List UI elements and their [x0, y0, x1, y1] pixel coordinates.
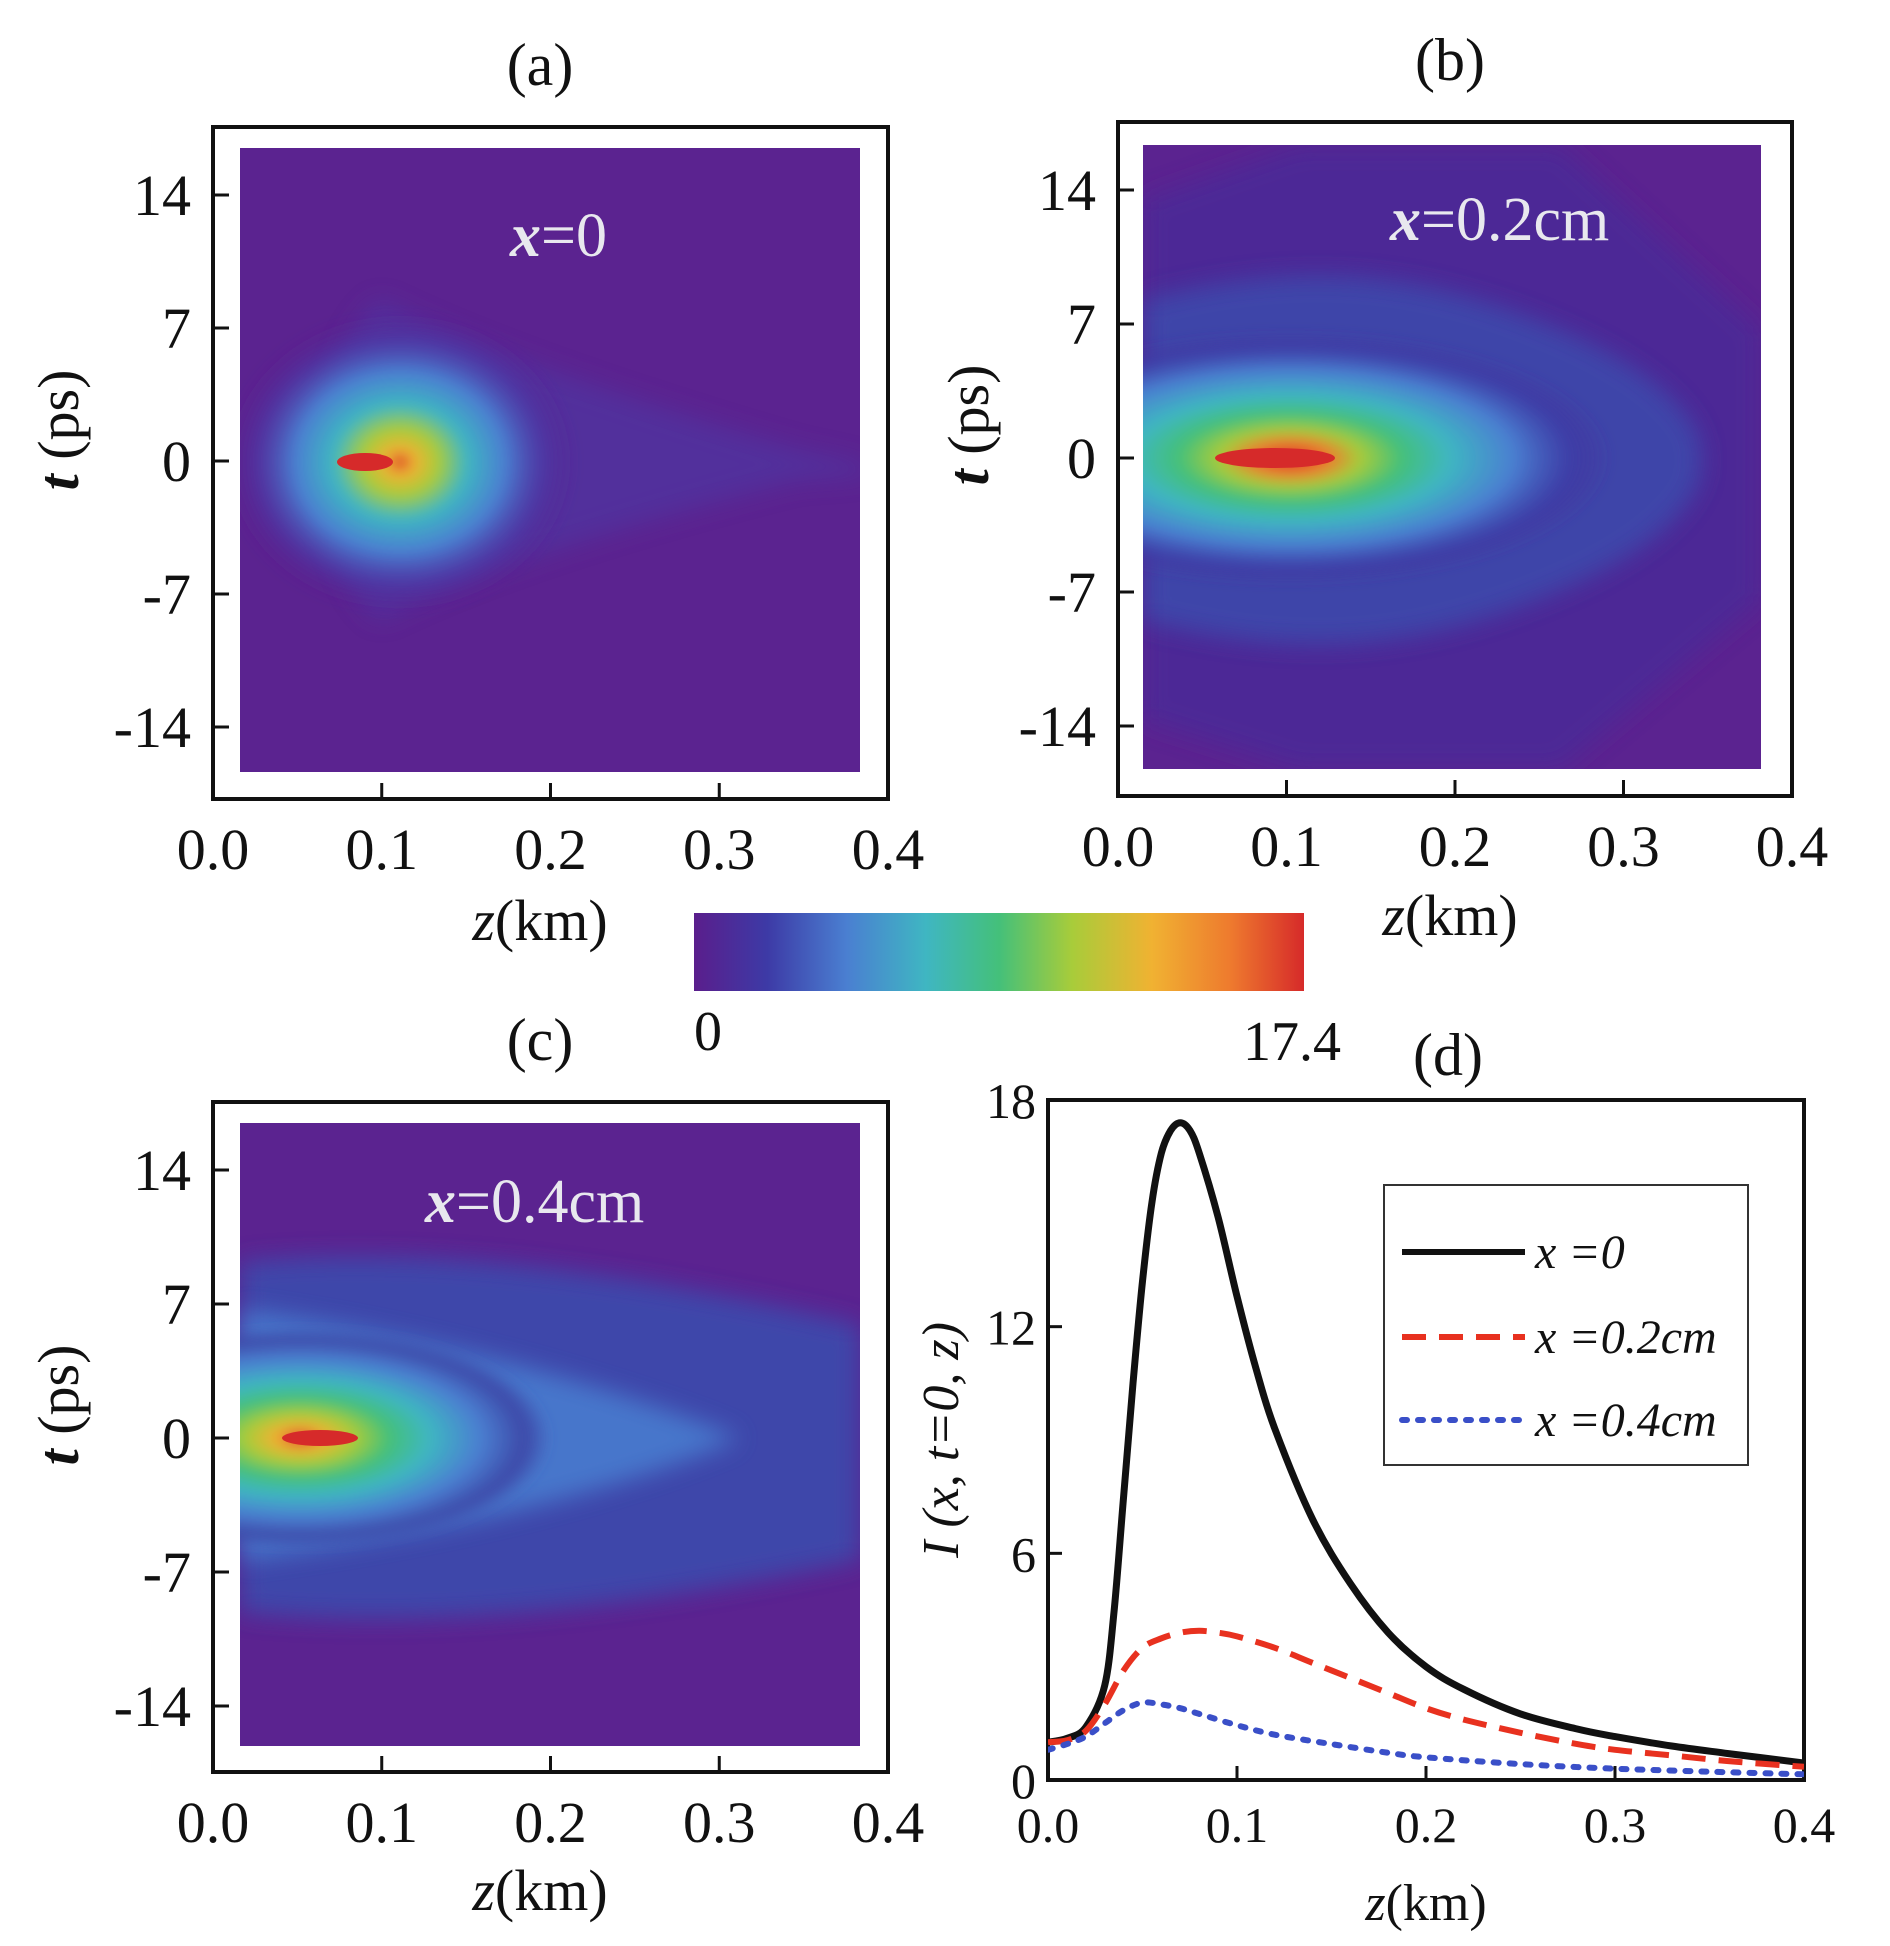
panel-c-annotation: x=0.4cm [424, 1168, 644, 1236]
panel-b-annotation: x=0.2cm [1389, 186, 1609, 254]
panel-b-ytick-label-3: -7 [1048, 560, 1096, 625]
panel-a: (a) 0.0 0.1 0.2 0.3 0.4 14 7 0 -7 -14 x=0 z(km) t… [26, 32, 924, 953]
panel-d-xtick-label-2: 0.2 [1395, 1797, 1458, 1853]
panel-d-ytick-label-1: 6 [1011, 1526, 1036, 1582]
panel-b-title: (b) [1415, 27, 1485, 93]
panel-d-series-line-0 [1048, 1119, 1804, 1767]
colorbar: 0 17.4 [694, 913, 1341, 1073]
panel-d-xtick-label-3: 0.3 [1584, 1797, 1647, 1853]
panel-b-xtick-label-1: 0.1 [1250, 814, 1323, 879]
panel-d-xtick-label-4: 0.4 [1773, 1797, 1836, 1853]
legend-label-2: x =0.4cm [1534, 1394, 1717, 1447]
panel-b: (b) 0.0 0.1 0.2 0.3 0.4 14 7 0 -7 -14 x=0.2cm z(k… [936, 27, 1828, 948]
panel-c-heatmap-spot [240, 1328, 550, 1548]
panel-a-xtick-label-1: 0.1 [346, 817, 419, 882]
panel-a-ytick-label-1: 7 [162, 296, 191, 361]
panel-a-xtick-label-3: 0.3 [683, 817, 756, 882]
panel-d-ytick-label-3: 18 [986, 1073, 1036, 1129]
panel-a-xlabel: z(km) [471, 888, 607, 953]
panel-b-xtick-label-2: 0.2 [1419, 814, 1492, 879]
panel-c-ytick-label-1: 7 [162, 1272, 191, 1337]
panel-c-ylabel: t (ps) [26, 1345, 91, 1466]
panel-a-ytick-label-3: -7 [143, 562, 191, 627]
panel-c-xtick-label-3: 0.3 [683, 1790, 756, 1855]
panel-b-ytick-label-1: 7 [1067, 292, 1096, 357]
panel-b-ylabel: t (ps) [936, 365, 1001, 486]
panel-c-heatmap-core [282, 1430, 358, 1446]
panel-a-xtick-label-2: 0.2 [514, 817, 587, 882]
panel-b-heatmap-core [1215, 448, 1335, 468]
legend-label-1: x =0.2cm [1534, 1311, 1717, 1364]
panel-d: (d) 0.0 0.1 0.2 0.3 0.4 0 6 12 18 x =0 x =0.2cm … [913, 1022, 1835, 1932]
panel-a-ytick-label-4: -14 [114, 695, 191, 760]
legend-box [1383, 1184, 1749, 1466]
panel-a-heatmap-core [337, 453, 393, 471]
panel-d-xtick-label-0: 0.0 [1017, 1797, 1080, 1853]
panel-b-ytick-label-2: 0 [1067, 426, 1096, 491]
panel-c-title: (c) [507, 1007, 574, 1073]
panel-c-ytick-label-4: -14 [114, 1674, 191, 1739]
panel-b-ytick-label-0: 14 [1038, 158, 1096, 223]
panel-d-title: (d) [1413, 1022, 1483, 1088]
panel-c-xtick-label-0: 0.0 [177, 1790, 250, 1855]
colorbar-min-label: 0 [694, 1001, 722, 1063]
colorbar-max-label: 17.4 [1243, 1011, 1341, 1073]
panel-d-legend: x =0 x =0.2cm x =0.4cm [1383, 1184, 1749, 1466]
legend-label-0: x =0 [1534, 1226, 1625, 1279]
panel-d-ytick-label-2: 12 [986, 1300, 1036, 1356]
panel-c-xlabel: z(km) [471, 1858, 607, 1923]
panel-a-ytick-label-0: 14 [133, 163, 191, 228]
panel-a-annotation: x=0 [509, 202, 607, 270]
panel-d-xtick-label-1: 0.1 [1206, 1797, 1269, 1853]
panel-d-ylabel: I (x, t=0, z) [913, 1322, 970, 1559]
panel-d-ytick-label-0: 0 [1011, 1753, 1036, 1809]
panel-a-ytick-label-2: 0 [162, 429, 191, 494]
panel-b-ytick-label-4: -14 [1019, 694, 1096, 759]
panel-b-xtick-label-3: 0.3 [1587, 814, 1660, 879]
panel-c-xtick-label-1: 0.1 [346, 1790, 419, 1855]
panel-c-xtick-label-2: 0.2 [514, 1790, 587, 1855]
panel-b-xtick-label-0: 0.0 [1082, 814, 1155, 879]
panel-d-series-line-1 [1048, 1627, 1804, 1770]
panel-a-xtick-label-4: 0.4 [852, 817, 925, 882]
panel-b-xtick-label-4: 0.4 [1756, 814, 1829, 879]
colorbar-gradient [694, 913, 1304, 991]
panel-c-ytick-label-2: 0 [162, 1406, 191, 1471]
panel-d-xlabel: z(km) [1364, 1875, 1486, 1932]
panel-c: (c) 0.0 0.1 0.2 0.3 0.4 14 7 0 -7 -14 x=0.4cm z(k… [26, 1007, 924, 1923]
panel-b-xlabel: z(km) [1381, 883, 1517, 948]
panel-a-title: (a) [507, 32, 574, 98]
panel-b-heatmap-spot [1143, 333, 1610, 583]
panel-a-xtick-label-0: 0.0 [177, 817, 250, 882]
panel-a-ylabel: t (ps) [26, 370, 91, 491]
panel-c-ytick-label-0: 14 [133, 1138, 191, 1203]
panel-a-heatmap-spot [240, 312, 575, 612]
panel-c-xtick-label-4: 0.4 [852, 1790, 925, 1855]
panel-d-series-line-2 [1048, 1699, 1804, 1778]
panel-c-ytick-label-3: -7 [143, 1540, 191, 1605]
